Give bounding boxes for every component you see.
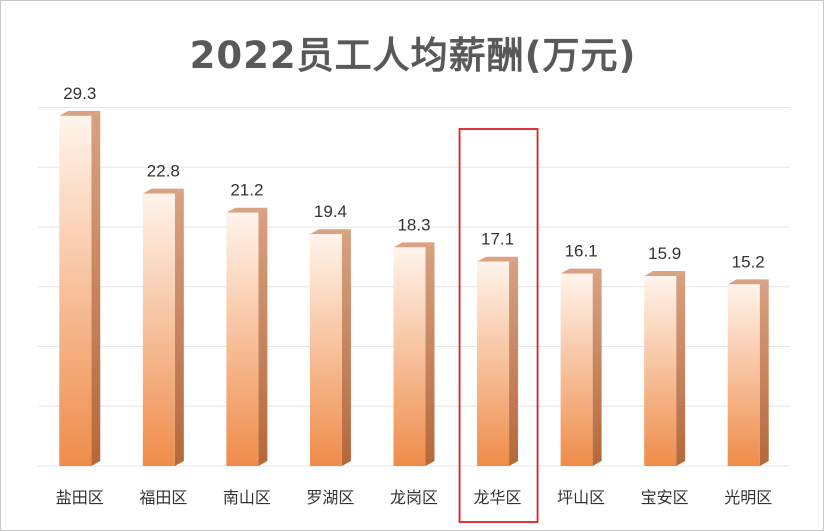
value-label: 17.1 [481, 230, 514, 249]
bar-side [91, 110, 101, 466]
category-label: 坪山区 [557, 488, 605, 507]
bar-top [309, 229, 351, 235]
category-label: 龙岗区 [390, 488, 438, 507]
bar-top [644, 271, 686, 276]
bar-side [509, 256, 519, 466]
bar-side [592, 268, 602, 466]
bar [59, 115, 92, 467]
bar [226, 212, 259, 466]
highlight-box [458, 128, 539, 523]
bar-side [174, 188, 184, 466]
category-label: 盐田区 [56, 488, 104, 507]
value-label: 22.8 [147, 162, 180, 181]
bar-top [226, 207, 268, 213]
bar-side [341, 229, 351, 466]
value-label: 16.1 [565, 242, 598, 261]
bar [309, 234, 342, 466]
chart-title: 2022员工人均薪酬(万元) [189, 34, 637, 77]
value-label: 21.2 [230, 181, 263, 200]
bar-side [425, 242, 435, 466]
highlight-layer [458, 128, 539, 523]
bar-top [477, 256, 519, 262]
value-label: 15.2 [732, 252, 765, 271]
bar [477, 261, 510, 466]
category-label: 宝安区 [641, 488, 689, 507]
bars [59, 110, 769, 467]
bar-side [676, 271, 686, 466]
bar [644, 275, 677, 466]
value-label: 18.3 [397, 215, 430, 234]
bar [727, 284, 760, 466]
bar-top [393, 242, 435, 248]
category-labels: 盐田区 福田区 南山区 罗湖区 龙岗区 龙华区 坪山区 宝安区 光明区 [56, 488, 772, 507]
bar-top [560, 268, 602, 274]
bar [560, 273, 593, 466]
category-label: 龙华区 [474, 488, 522, 507]
bar-side [258, 207, 268, 466]
value-labels: 29.3 22.8 21.2 19.4 18.3 17.1 16.1 15.9 15.2 [63, 84, 765, 271]
bar-side [759, 279, 769, 466]
category-label: 南山区 [223, 488, 271, 507]
value-label: 29.3 [63, 84, 96, 103]
bar-top [142, 188, 184, 194]
category-label: 福田区 [139, 488, 187, 507]
value-label: 15.9 [648, 244, 681, 263]
bar-top [59, 110, 101, 116]
bar-top [727, 279, 769, 285]
category-label: 罗湖区 [306, 488, 354, 507]
bar [142, 193, 175, 467]
value-label: 19.4 [314, 202, 347, 221]
bar [393, 247, 426, 466]
category-label: 光明区 [724, 488, 772, 507]
